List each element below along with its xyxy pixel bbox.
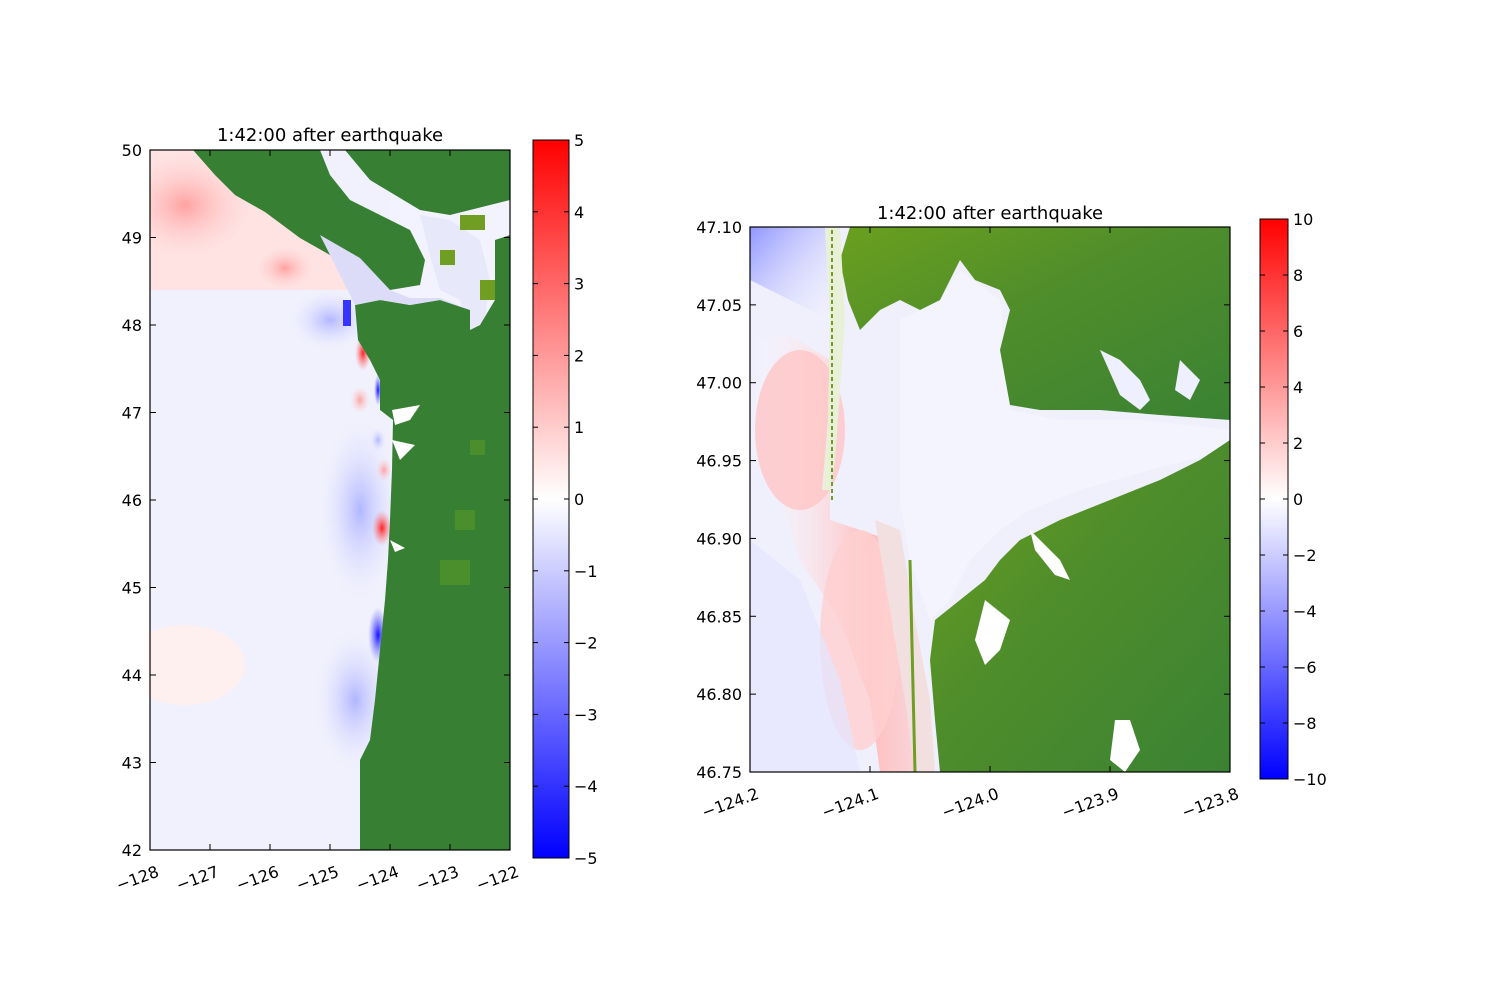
right-y-axis: 46.75 46.80 46.85 46.90 46.95 47.00 47.05 47.10 xyxy=(696,218,1230,782)
y-tick-label: 46 xyxy=(122,491,142,510)
north-shore-land xyxy=(840,227,1230,420)
right-panel-title: 1:42:00 after earthquake xyxy=(877,203,1103,224)
colorbar-tick-label: −2 xyxy=(1293,546,1317,565)
x-tick-label: −126 xyxy=(234,862,282,895)
left-y-axis: 42 43 44 45 46 47 48 49 50 xyxy=(122,141,510,860)
right-colorbar: −10 −8 −6 −4 −2 0 2 4 6 8 10 xyxy=(1259,210,1327,789)
y-tick-label: 48 xyxy=(122,316,142,335)
right-colorbar-ticks: −10 −8 −6 −4 −2 0 2 4 6 8 10 xyxy=(1260,210,1327,789)
colorbar-tick-label: 1 xyxy=(574,418,584,437)
x-tick-label: −128 xyxy=(114,862,162,895)
x-tick-label: −125 xyxy=(294,862,342,895)
colorbar-tick-label: −3 xyxy=(574,705,598,724)
x-tick-label: −124.1 xyxy=(819,784,881,822)
x-tick-label: −123.8 xyxy=(1179,784,1241,822)
x-tick-label: −127 xyxy=(174,862,222,895)
x-tick-label: −124.0 xyxy=(939,784,1001,822)
colorbar-tick-label: 8 xyxy=(1293,266,1303,285)
south-shore-land xyxy=(930,440,1230,772)
right-map-panel: 1:42:00 after earthquake xyxy=(696,203,1327,822)
left-colorbar-ticks: −5 −4 −3 −2 −1 0 1 2 3 4 5 xyxy=(533,131,598,868)
y-tick-label: 45 xyxy=(122,579,142,598)
colorbar-tick-label: −2 xyxy=(574,634,598,653)
left-map-image xyxy=(150,150,510,850)
colorbar-tick-label: 0 xyxy=(574,490,584,509)
colorbar-tick-label: −4 xyxy=(1293,602,1317,621)
colorbar-tick-label: 6 xyxy=(1293,322,1303,341)
left-colorbar-gradient xyxy=(532,139,570,859)
colorbar-tick-label: 2 xyxy=(1293,434,1303,453)
colorbar-tick-label: 4 xyxy=(1293,378,1303,397)
mainland-us-land xyxy=(355,235,510,850)
colorbar-tick-label: −6 xyxy=(1293,658,1317,677)
colorbar-tick-label: −1 xyxy=(574,562,598,581)
y-tick-label: 46.80 xyxy=(696,685,742,704)
colorbar-tick-label: 3 xyxy=(574,275,584,294)
colorbar-tick-label: 4 xyxy=(574,203,584,222)
colorbar-tick-label: 5 xyxy=(574,131,584,150)
y-tick-label: 44 xyxy=(122,666,142,685)
mainland-bc-land xyxy=(345,150,510,215)
colorbar-tick-label: −10 xyxy=(1293,770,1327,789)
left-colorbar: −5 −4 −3 −2 −1 0 1 2 3 4 5 xyxy=(532,131,598,868)
vancouver-island-land xyxy=(193,150,425,290)
x-tick-label: −124.2 xyxy=(699,784,761,822)
y-tick-label: 47.05 xyxy=(696,296,742,315)
y-tick-label: 46.75 xyxy=(696,763,742,782)
y-tick-label: 47.10 xyxy=(696,218,742,237)
y-tick-label: 46.85 xyxy=(696,607,742,626)
left-panel-title: 1:42:00 after earthquake xyxy=(217,125,443,146)
x-tick-label: −124 xyxy=(354,862,402,895)
y-tick-label: 42 xyxy=(122,841,142,860)
colorbar-tick-label: −4 xyxy=(574,777,598,796)
right-map-image xyxy=(750,227,1230,772)
colorbar-tick-label: −5 xyxy=(574,849,598,868)
colorbar-tick-label: 0 xyxy=(1293,490,1303,509)
left-map-panel: 1:42:00 after earthquake xyxy=(114,125,598,895)
x-tick-label: −123.9 xyxy=(1059,784,1121,822)
y-tick-label: 50 xyxy=(122,141,142,160)
y-tick-label: 49 xyxy=(122,229,142,248)
y-tick-label: 43 xyxy=(122,754,142,773)
y-tick-label: 46.90 xyxy=(696,529,742,548)
x-tick-label: −123 xyxy=(414,862,462,895)
colorbar-tick-label: 10 xyxy=(1293,210,1313,229)
colorbar-tick-label: 2 xyxy=(574,346,584,365)
y-tick-label: 47.00 xyxy=(696,374,742,393)
colorbar-tick-label: −8 xyxy=(1293,714,1317,733)
x-tick-label: −122 xyxy=(474,862,522,895)
y-tick-label: 47 xyxy=(122,404,142,423)
y-tick-label: 46.95 xyxy=(696,452,742,471)
